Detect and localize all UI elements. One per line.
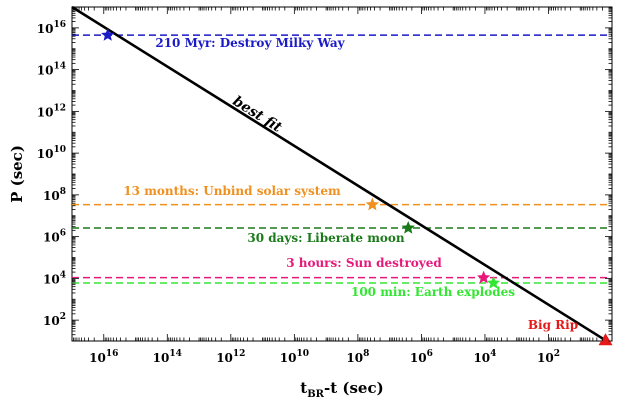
y-axis-title: P (sec) <box>8 145 26 203</box>
fit-line-label: best fit <box>230 93 285 136</box>
x-axis-title: tBR-t (sec) <box>300 379 383 400</box>
x-tick-label: 108 <box>346 349 369 365</box>
y-tick-label: 106 <box>43 229 66 245</box>
event-labels: 210 Myr: Destroy Milky Way 13 months: Unb… <box>123 36 578 332</box>
event-label: 210 Myr: Destroy Milky Way <box>155 36 345 50</box>
x-tick-label: 1014 <box>153 349 182 365</box>
event-label: 3 hours: Sun destroyed <box>286 256 442 270</box>
axis-titles: tBR-t (sec) P (sec) <box>8 145 384 400</box>
x-tick-label: 106 <box>410 349 433 365</box>
y-tick-label: 102 <box>43 312 66 328</box>
event-label: Big Rip <box>528 318 578 332</box>
y-tick-label: 1014 <box>37 62 66 78</box>
event-markers <box>101 28 613 346</box>
event-star-marker <box>401 220 415 234</box>
x-tick-label: 1010 <box>280 349 309 365</box>
event-star-marker <box>101 28 115 41</box>
fit-line-group: best fit <box>71 5 607 342</box>
fit-line <box>71 5 607 342</box>
event-star-marker <box>476 270 491 284</box>
event-label: 30 days: Liberate moon <box>247 231 405 245</box>
y-tick-label: 1010 <box>37 145 66 161</box>
x-tick-label: 1016 <box>89 349 118 365</box>
y-tick-label: 1016 <box>37 20 66 36</box>
x-tick-label: 104 <box>473 349 496 365</box>
x-tick-label: 102 <box>537 349 560 365</box>
y-tick-label: 108 <box>43 187 66 203</box>
event-lines <box>72 34 612 284</box>
axis-ticks: 1016 1014 1012 1010 108 106 104 102 1016 1014 1012… <box>37 6 613 365</box>
event-star-marker <box>486 276 501 289</box>
y-tick-label: 104 <box>43 270 66 286</box>
big-rip-marker <box>598 333 613 346</box>
event-star-marker <box>365 197 380 211</box>
x-tick-label: 1012 <box>216 349 245 365</box>
event-label: 100 min: Earth explodes <box>351 285 515 299</box>
event-label: 13 months: Unbind solar system <box>123 184 341 198</box>
y-tick-label: 1012 <box>37 103 66 119</box>
